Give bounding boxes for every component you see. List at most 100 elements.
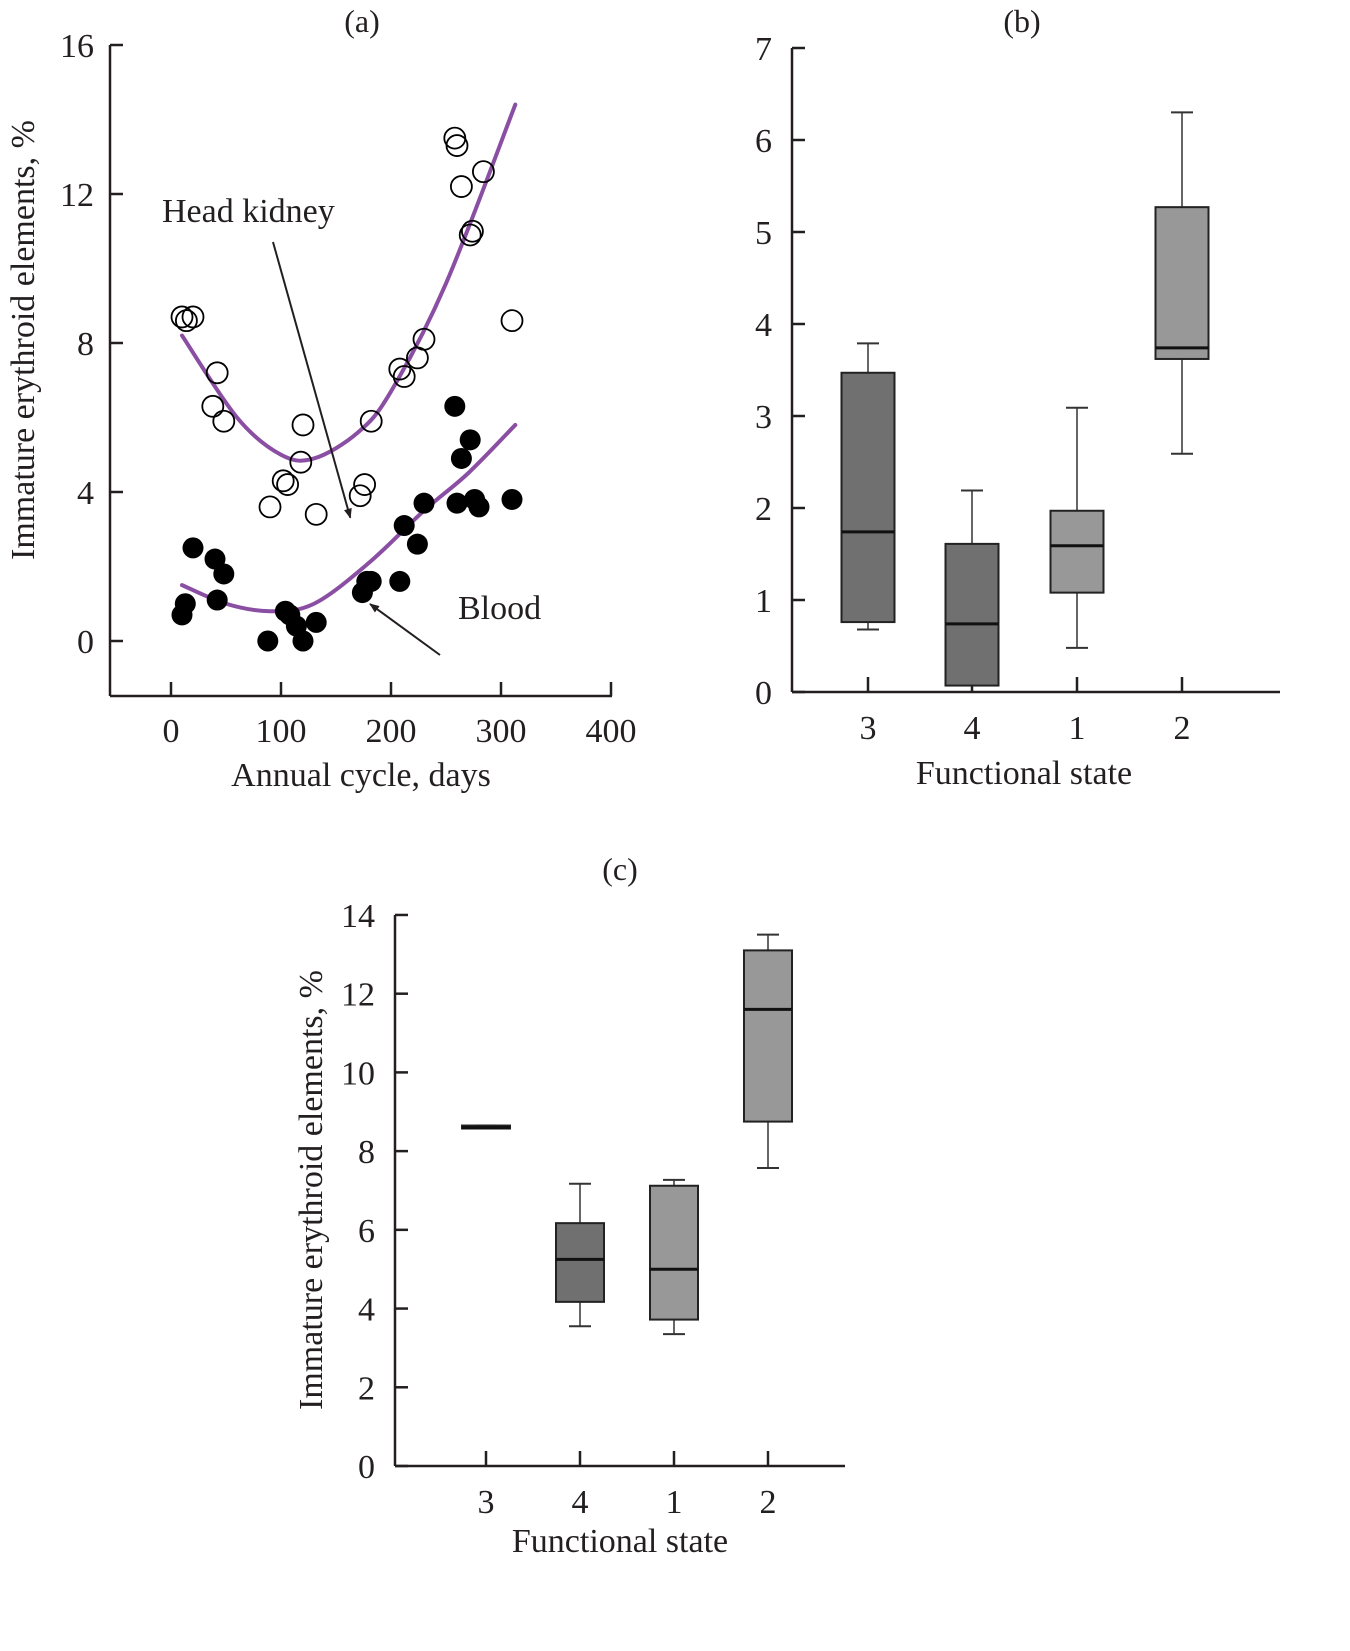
panel-b-boxes bbox=[840, 111, 1210, 687]
blood-point bbox=[393, 515, 415, 537]
iqr-box bbox=[840, 371, 896, 624]
head-kidney-point bbox=[271, 469, 295, 493]
blood-fit-line bbox=[180, 422, 518, 614]
panel-c-box-cat-2 bbox=[743, 933, 793, 1170]
head-kidney-point bbox=[304, 502, 328, 526]
panel-b-y-tick-label: 6 bbox=[755, 123, 772, 160]
blood-point bbox=[182, 537, 204, 559]
panel-b-x-axis-title: Functional state bbox=[916, 755, 1132, 792]
blood-point bbox=[446, 492, 468, 514]
head-kidney-point bbox=[392, 365, 416, 388]
panel-a-label: (a) bbox=[344, 3, 380, 39]
head-kidney-point bbox=[212, 409, 236, 433]
panel-c-y-tick-label: 4 bbox=[358, 1292, 375, 1329]
panel-a-y-tick-label: 16 bbox=[60, 28, 94, 65]
panel-a-x-tick-label: 200 bbox=[366, 713, 417, 750]
panel-c-box-cat-1 bbox=[649, 1178, 699, 1336]
panel-a-x-tick-label: 100 bbox=[256, 713, 307, 750]
blood-point bbox=[213, 563, 235, 585]
panel-c-y-tick-label: 0 bbox=[358, 1449, 375, 1486]
panel-b-box-cat-1 bbox=[1049, 406, 1105, 649]
panel-c-y-axis-title: Immature erythroid elements, % bbox=[293, 970, 330, 1410]
annotation-head-kidney: Head kidney bbox=[162, 193, 335, 230]
head-kidney-point bbox=[471, 160, 495, 184]
head-kidney-point bbox=[291, 413, 315, 437]
panel-b-y-tick-label: 2 bbox=[755, 491, 772, 528]
blood-point bbox=[174, 593, 196, 615]
panel-a-y-tick-label: 0 bbox=[77, 624, 94, 661]
panel-c-y-tick-label: 2 bbox=[358, 1370, 375, 1407]
panel-a-points bbox=[170, 126, 524, 652]
panel-a-x-axis-title: Annual cycle, days bbox=[231, 757, 491, 794]
blood-point bbox=[292, 630, 314, 652]
panel-b-x-tick-label: 3 bbox=[860, 710, 877, 747]
panel-c-box-cat-3 bbox=[461, 1124, 511, 1130]
panel-a-y-tick-label: 4 bbox=[77, 475, 94, 512]
panel-c-y-tick-label: 14 bbox=[341, 898, 375, 935]
head-kidney-point bbox=[359, 409, 383, 433]
panel-b-y-tick-label: 3 bbox=[755, 399, 772, 436]
panel-b-label: (b) bbox=[1003, 3, 1040, 39]
panel-c-x-tick-label: 2 bbox=[760, 1484, 777, 1521]
panel-b-y-tick-label: 4 bbox=[755, 307, 772, 344]
blood-point bbox=[468, 496, 490, 518]
blood-point bbox=[206, 589, 228, 611]
panel-b-box-cat-4 bbox=[944, 489, 1000, 687]
panel-c-x-axis-title: Functional state bbox=[512, 1523, 728, 1560]
panel-b: (b) 0 1 2 3 4 5 6 7 3 4 1 2 Functional state bbox=[755, 3, 1280, 792]
panel-c-boxes bbox=[461, 933, 793, 1336]
iqr-box bbox=[944, 542, 1000, 687]
panel-c-y-tick-label: 12 bbox=[341, 977, 375, 1014]
head-kidney-point bbox=[170, 305, 194, 329]
head-kidney-point bbox=[201, 394, 225, 418]
blood-point bbox=[459, 429, 481, 451]
blood-point bbox=[413, 492, 435, 514]
head-kidney-point bbox=[445, 134, 469, 157]
blood-point bbox=[406, 533, 428, 555]
panel-a: (a) 0 4 8 12 16 0 100 200 300 400 Immature erythr… bbox=[5, 3, 637, 794]
head-kidney-point bbox=[289, 450, 313, 474]
head-kidney-point bbox=[276, 473, 300, 496]
panel-a-annotation-arrows bbox=[272, 241, 441, 656]
panel-a-x-tick-label: 300 bbox=[476, 713, 527, 750]
panel-c-x-tick-label: 1 bbox=[666, 1484, 683, 1521]
panel-b-y-tick-label: 5 bbox=[755, 215, 772, 252]
head-kidney-point bbox=[258, 495, 282, 519]
panel-c-label: (c) bbox=[602, 851, 638, 887]
head-kidney-point bbox=[348, 484, 372, 508]
head-kidney-point bbox=[458, 223, 482, 247]
panel-c-y-tick-label: 6 bbox=[358, 1213, 375, 1250]
iqr-box bbox=[1154, 206, 1210, 360]
head-kidney-arrow bbox=[272, 241, 352, 519]
head-kidney-point bbox=[181, 305, 205, 329]
panel-c-box-cat-4 bbox=[555, 1182, 605, 1328]
head-kidney-point bbox=[500, 309, 524, 333]
blood-point bbox=[389, 570, 411, 592]
panel-c-x-tick-label: 3 bbox=[478, 1484, 495, 1521]
iqr-box bbox=[649, 1184, 699, 1321]
head-kidney-point bbox=[205, 361, 229, 385]
blood-point bbox=[450, 447, 472, 469]
head-kidney-point bbox=[449, 175, 473, 198]
blood-point bbox=[360, 570, 382, 592]
iqr-box bbox=[555, 1222, 605, 1303]
panel-b-y-tick-label: 0 bbox=[755, 675, 772, 712]
panel-b-x-tick-label: 4 bbox=[964, 710, 981, 747]
head-kidney-point bbox=[460, 219, 484, 243]
iqr-box bbox=[1049, 509, 1105, 594]
blood-arrow bbox=[369, 603, 441, 656]
panel-a-y-tick-label: 12 bbox=[60, 177, 94, 214]
head-kidney-point bbox=[174, 309, 198, 333]
panel-b-x-tick-label: 2 bbox=[1174, 710, 1191, 747]
panel-b-box-cat-3 bbox=[840, 342, 896, 631]
panel-b-y-tick-label: 7 bbox=[755, 31, 772, 68]
head-kidney-fit-line bbox=[180, 102, 518, 463]
panel-b-box-cat-2 bbox=[1154, 111, 1210, 455]
panel-b-y-tick-label: 1 bbox=[755, 583, 772, 620]
annotation-blood: Blood bbox=[458, 590, 541, 627]
blood-point bbox=[257, 630, 279, 652]
panel-a-x-tick-label: 400 bbox=[586, 713, 637, 750]
panel-a-y-tick-label: 8 bbox=[77, 326, 94, 363]
